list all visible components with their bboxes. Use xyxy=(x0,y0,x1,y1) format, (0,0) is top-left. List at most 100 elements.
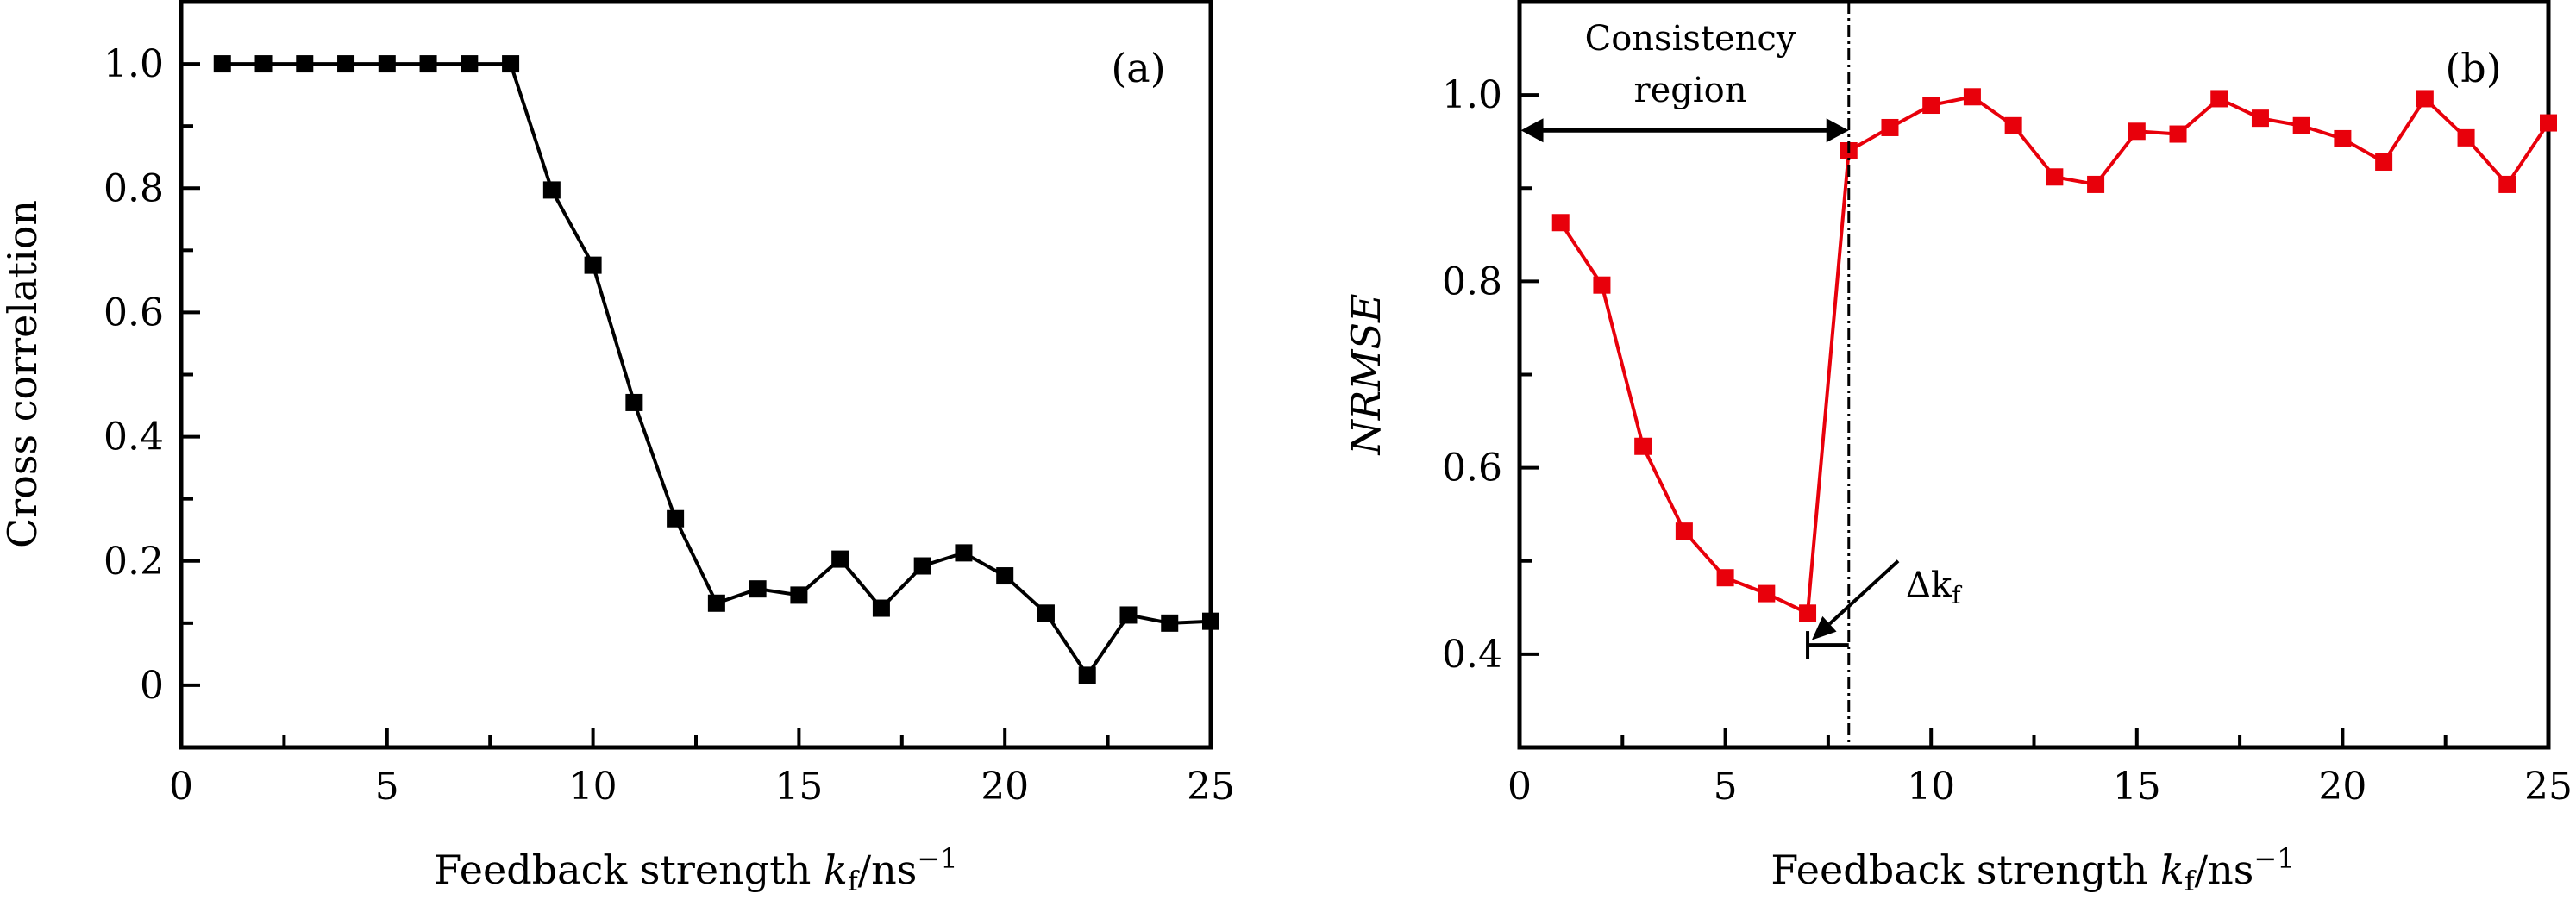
panel-a-x-axis-title: Feedback strength kf/ns−1 xyxy=(434,842,957,897)
panel-b-data-point xyxy=(2498,175,2516,193)
panel-a-data-point xyxy=(542,181,561,199)
panel-b-y-axis-title: NRMSE xyxy=(1343,293,1389,455)
panel-b-x-tick-label: 10 xyxy=(1907,765,1955,809)
panel-b-x-tick-label: 20 xyxy=(2318,765,2366,809)
panel-b-data-point xyxy=(2292,116,2310,134)
panel-a-data-point xyxy=(213,55,231,73)
panel-a-data-point xyxy=(337,55,355,73)
panel-b-label: (b) xyxy=(2445,45,2501,91)
panel-a-data-point xyxy=(872,599,890,617)
panel-b-data-point xyxy=(1716,569,1734,587)
panel-a-data-point xyxy=(1161,614,1179,632)
panel-b-data-point xyxy=(2540,114,2557,132)
panel-a-data-point xyxy=(667,509,685,528)
panel-a-data-point xyxy=(461,55,479,73)
panel-a-x-tick-label: 10 xyxy=(569,765,617,809)
panel-a-series-line xyxy=(222,62,1212,678)
panel-b-data-point xyxy=(1551,214,1570,232)
delta-arrow-shaft xyxy=(1828,559,1900,626)
panel-a-y-tick-label: 0.6 xyxy=(103,291,164,334)
panel-a-data-point xyxy=(1037,604,1055,622)
panel-a-y-tick-label: 0.2 xyxy=(103,540,164,584)
panel-b-x-axis-title: Feedback strength kf/ns−1 xyxy=(1771,842,2294,897)
panel-a-data-point xyxy=(913,557,931,575)
x-title-main: Feedback strength xyxy=(434,847,824,893)
delta-arrow-head xyxy=(1811,615,1837,640)
panel-b-data-point xyxy=(2251,109,2269,128)
panel-b-data-point xyxy=(2210,90,2228,108)
panel-a-chart: 0 5 10 15 20 25 0 0.2 0.4 0.6 0.8 1.0 (a) Cross cor… xyxy=(0,0,1235,897)
panel-a-data-point xyxy=(378,55,396,73)
panel-b-data-point xyxy=(2087,175,2105,193)
panel-a-data-point xyxy=(707,594,725,612)
panel-a-data-point xyxy=(254,55,273,73)
panel-a-axes-frame xyxy=(179,0,1213,750)
panel-b-data-point xyxy=(1593,276,1611,294)
panel-a-data-point xyxy=(584,256,602,274)
panel-a-y-tick-label: 0.8 xyxy=(103,166,164,210)
x-title-sup: −1 xyxy=(917,842,957,875)
panel-b-data-point xyxy=(1675,522,1693,540)
region-arrow-left-head xyxy=(1520,118,1544,143)
panel-b-y-tick-label: 0.8 xyxy=(1442,259,1502,303)
panel-b-data-point xyxy=(2169,125,2187,143)
panel-b-x-tick-label: 25 xyxy=(2524,765,2573,809)
x-title-main: Feedback strength xyxy=(1771,847,2160,893)
x-title-var: k xyxy=(824,847,848,893)
x-title-sup: −1 xyxy=(2253,842,2294,875)
panel-b-data-point xyxy=(2334,129,2352,147)
x-title-var: k xyxy=(2160,847,2184,893)
panel-b-x-tick-label: 5 xyxy=(1714,765,1738,809)
panel-a-x-tick-label: 20 xyxy=(981,765,1029,809)
x-title-sub: f xyxy=(848,865,860,897)
x-title-sub: f xyxy=(2184,865,2197,897)
panel-b-data-point xyxy=(1758,584,1776,603)
panel-b-chart: 0 5 10 15 20 25 0.4 0.6 0.8 1.0 (b) NRMSE Feedbac… xyxy=(1343,0,2573,897)
panel-a-data-point xyxy=(831,550,849,568)
panel-a-x-tick-label: 25 xyxy=(1187,765,1235,809)
panel-b-axes-frame xyxy=(1517,0,2551,750)
x-title-unit: /ns xyxy=(858,847,918,893)
panel-b-data-point xyxy=(2128,122,2146,141)
panel-a-data-point xyxy=(749,580,767,598)
panel-b-data-point xyxy=(1634,437,1652,455)
panel-a-y-axis-title: Cross correlation xyxy=(0,200,46,548)
panel-a-data-point xyxy=(419,55,437,73)
delta-kf-main: Δk xyxy=(1906,565,1952,605)
delta-kf-label: Δkf xyxy=(1906,565,1963,609)
panel-a-y-tick-label: 0 xyxy=(140,664,164,708)
panel-b-data-point xyxy=(1799,604,1817,622)
panel-b-y-tick-label: 0.4 xyxy=(1442,633,1502,677)
panel-b-x-tick-label: 0 xyxy=(1507,765,1532,809)
panel-b-data-point xyxy=(1922,97,1940,115)
delta-kf-sub: f xyxy=(1952,581,1963,609)
panel-b-marks: 0 5 10 15 20 25 0.4 0.6 0.8 1.0 xyxy=(1442,0,2573,809)
panel-b-y-tick-label: 1.0 xyxy=(1442,73,1502,117)
panel-a-x-tick-label: 0 xyxy=(169,765,193,809)
panel-a-data-point xyxy=(1078,666,1096,684)
panel-a-y-tick-label: 0.4 xyxy=(103,416,164,459)
panel-a-x-tick-label: 5 xyxy=(375,765,399,809)
panel-a-data-point xyxy=(996,567,1014,585)
panel-a-data-point xyxy=(502,55,520,73)
panel-a-data-point xyxy=(625,393,643,411)
panel-b-data-point xyxy=(2375,153,2393,171)
panel-a-y-tick-label: 1.0 xyxy=(103,42,164,86)
panel-a-x-tick-label: 15 xyxy=(774,765,823,809)
panel-a-data-point xyxy=(1202,612,1219,630)
panel-b-y-tick-label: 0.6 xyxy=(1442,447,1502,490)
panel-a-marks: 0 5 10 15 20 25 0 0.2 0.4 0.6 0.8 1.0 xyxy=(103,0,1235,809)
x-title-unit: /ns xyxy=(2195,847,2254,893)
panel-b-data-point xyxy=(2004,116,2022,134)
panel-b-data-point xyxy=(2457,128,2475,147)
panel-b-x-tick-label: 15 xyxy=(2113,765,2161,809)
consistency-region-label-line1: Consistency xyxy=(1585,19,1796,59)
panel-b-data-point xyxy=(2416,90,2434,108)
panel-a-data-point xyxy=(296,55,314,73)
panel-a-data-point xyxy=(1119,606,1138,624)
panel-a-data-point xyxy=(790,586,808,604)
panel-b-data-point xyxy=(2046,168,2064,186)
panel-b-data-point xyxy=(1881,118,1899,136)
region-arrow-right-head xyxy=(1826,118,1849,143)
